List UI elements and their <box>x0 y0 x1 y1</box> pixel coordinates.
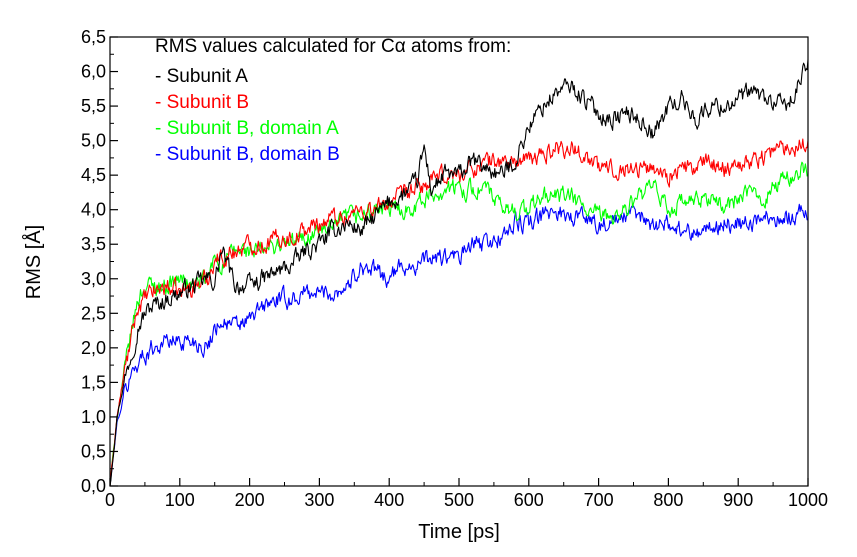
y-tick-label: 3,5 <box>81 234 106 254</box>
y-tick-label: 1,0 <box>81 407 106 427</box>
x-tick-label: 100 <box>165 490 195 510</box>
y-tick-label: 1,5 <box>81 372 106 392</box>
x-tick-label: 500 <box>444 490 474 510</box>
y-tick-label: 0,5 <box>81 441 106 461</box>
y-tick-label: 4,0 <box>81 200 106 220</box>
x-tick-label: 0 <box>105 490 115 510</box>
x-tick-label: 600 <box>514 490 544 510</box>
legend-entry: - Subunit A <box>155 66 248 87</box>
x-tick-label: 800 <box>653 490 683 510</box>
legend-entry: - Subunit B, domain A <box>155 118 339 139</box>
x-axis: 0 100 200 300 400 500 600 700 800 900 1000 <box>105 478 828 510</box>
x-tick-label: 700 <box>584 490 614 510</box>
x-tick-label: 400 <box>374 490 404 510</box>
x-tick-label: 300 <box>304 490 334 510</box>
y-axis-title: RMS [Å] <box>22 225 45 299</box>
series-line-subunit-a <box>110 59 808 486</box>
y-tick-label: 6,5 <box>81 27 106 47</box>
series-layer <box>110 59 808 486</box>
x-axis-title: Time [ps] <box>418 521 500 543</box>
series-line-subunit-b <box>110 138 808 486</box>
chart-title: RMS values calculated for Cα atoms from: <box>155 36 511 57</box>
y-tick-label: 5,5 <box>81 96 106 116</box>
legend-entry: - Subunit B, domain B <box>155 144 340 165</box>
y-tick-label: 2,0 <box>81 338 106 358</box>
series-line-subunit-b-domain-b <box>110 203 808 486</box>
y-tick-label: 4,5 <box>81 165 106 185</box>
x-tick-label: 200 <box>235 490 265 510</box>
x-tick-label: 1000 <box>788 490 828 510</box>
y-tick-label: 0,0 <box>81 476 106 496</box>
y-tick-label: 3,0 <box>81 269 106 289</box>
legend-entry: - Subunit B <box>155 92 249 113</box>
y-tick-label: 2,5 <box>81 303 106 323</box>
x-tick-label: 900 <box>723 490 753 510</box>
y-tick-label: 6,0 <box>81 62 106 82</box>
legend: - Subunit A - Subunit B - Subunit B, domai… <box>155 66 340 165</box>
y-tick-label: 5,0 <box>81 131 106 151</box>
y-axis: 0,0 0,5 1,0 1,5 2,0 2,5 3,0 3,5 4,0 4,5 5,0 5,5 6,0 6… <box>81 27 118 496</box>
